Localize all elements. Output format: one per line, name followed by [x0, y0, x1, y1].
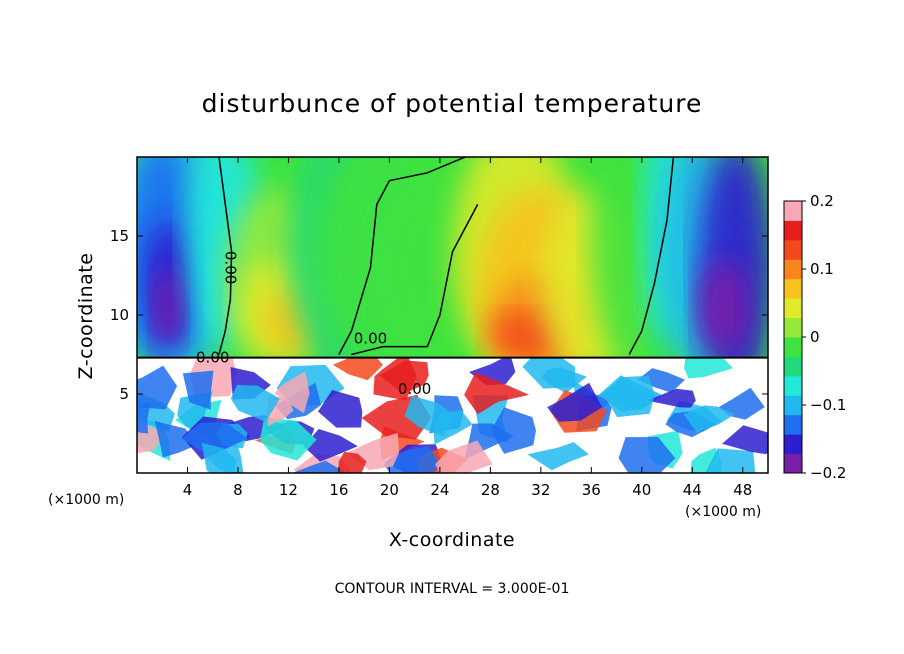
field-region-lower-37: [522, 357, 576, 389]
field-region-lower-31: [318, 390, 363, 428]
colorbar-segment-11: [784, 239, 802, 260]
contour-line-0: [218, 157, 233, 355]
contour-line-2: [351, 204, 479, 356]
field-region-lower-68: [181, 422, 248, 452]
colorbar-segment-4: [784, 375, 802, 396]
colorbar-ticks: 0.2 0.1 0 −0.1 −0.2: [802, 192, 846, 482]
x-unit-left: (×1000 m): [48, 492, 124, 508]
contour-label-2: 0.00: [196, 348, 229, 366]
field-region-lower-55: [230, 384, 280, 422]
field-region-lower-62: [683, 405, 735, 433]
colorbar-segment-3: [784, 395, 802, 416]
x-tick-label-10: 44: [683, 481, 702, 499]
contour-label-1: 0.00: [354, 329, 387, 347]
x-tick-label-7: 32: [531, 481, 550, 499]
x-tick-label-9: 40: [632, 481, 651, 499]
colorbar-segment-12: [784, 220, 802, 241]
field-region-lower-50: [274, 371, 310, 414]
colorbar-segment-8: [784, 298, 802, 319]
field-region-lower-45: [292, 460, 347, 473]
x-tick-label-5: 24: [430, 481, 449, 499]
field-region-lower-65: [722, 425, 768, 455]
field-region-lower-69: [201, 442, 237, 473]
field-region-upper-10: [376, 188, 478, 347]
field-region-lower-13: [637, 368, 685, 393]
field-region-lower-60: [338, 451, 367, 473]
field-region-upper-20: [698, 259, 750, 355]
field-region-lower-34: [332, 357, 383, 381]
field-region-lower-35: [303, 429, 358, 462]
field-region-lower-28: [684, 357, 733, 379]
colorbar-segment-1: [784, 434, 802, 455]
colorbar-segment-0: [784, 453, 802, 474]
field-region-lower-42: [404, 395, 457, 437]
field-region-lower-56: [705, 448, 756, 473]
field-region-lower-67: [182, 370, 214, 410]
field-region-lower-51: [647, 388, 696, 408]
x-tick-label-1: 8: [233, 481, 243, 499]
y-tick-label-1: 10: [110, 306, 129, 324]
y-tick-label-2: 15: [110, 227, 129, 245]
colorbar-segment-9: [784, 278, 802, 299]
x-unit-right: (×1000 m): [685, 504, 761, 520]
field-region-lower-22: [527, 442, 589, 471]
y-axis: 5 10 15: [110, 227, 768, 403]
field-region-lower-53: [464, 372, 530, 415]
colorbar-label-0: 0.2: [810, 192, 834, 210]
x-tick-label-4: 20: [380, 481, 399, 499]
field-region-lower-40: [154, 421, 198, 458]
colorbar-segment-10: [784, 259, 802, 280]
field-region-lower-20: [383, 446, 441, 473]
field-region-lower-36: [137, 401, 151, 434]
x-tick-label-0: 4: [183, 481, 193, 499]
field-region-lower-32: [491, 407, 536, 454]
contour-label-3: 0.00: [398, 380, 431, 398]
field-region-lower-39: [718, 387, 765, 420]
contour-label-0: 0.00: [221, 251, 239, 284]
y-tick-label-0: 5: [119, 385, 129, 403]
field-region-lower-66: [618, 437, 676, 473]
field-region-lower-64: [373, 357, 417, 401]
x-tick-label-8: 36: [582, 481, 601, 499]
contour-line-3: [628, 157, 675, 355]
contour-line-1: [338, 157, 466, 355]
field-region-lower-58: [547, 382, 603, 422]
x-axis: 4 8 12 16 20 24 28 32 36 40 44 48: [183, 157, 752, 499]
chart-title: disturbunce of potential temperature: [202, 89, 703, 118]
field-region-lower-61: [435, 440, 493, 473]
colorbar-segment-6: [784, 337, 802, 357]
contour-interval-note: CONTOUR INTERVAL = 3.000E-01: [335, 581, 570, 597]
field-region-lower-46: [137, 365, 178, 410]
colorbar-segment-7: [784, 317, 802, 338]
colorbar-segment-2: [784, 414, 802, 435]
x-tick-label-3: 16: [329, 481, 348, 499]
colorbar-segment-5: [784, 356, 802, 377]
field-region-lower-47: [259, 417, 317, 461]
colorbar: [783, 200, 803, 474]
colorbar-label-3: −0.1: [810, 396, 846, 414]
y-axis-label: Z-coordinate: [75, 253, 97, 380]
field-region-lower-63: [603, 375, 655, 418]
colorbar-label-4: −0.2: [810, 464, 846, 482]
x-axis-label: X-coordinate: [389, 529, 515, 551]
colorbar-label-1: 0.1: [810, 260, 834, 278]
colorbar-segment-13: [784, 201, 802, 221]
heatmap-field: 0.00 0.00 0.00 0.00: [137, 157, 768, 473]
x-tick-label-11: 48: [733, 481, 752, 499]
colorbar-label-2: 0: [810, 328, 820, 346]
x-tick-label-2: 12: [279, 481, 298, 499]
x-tick-label-6: 28: [481, 481, 500, 499]
field-region-upper-3: [153, 267, 184, 347]
